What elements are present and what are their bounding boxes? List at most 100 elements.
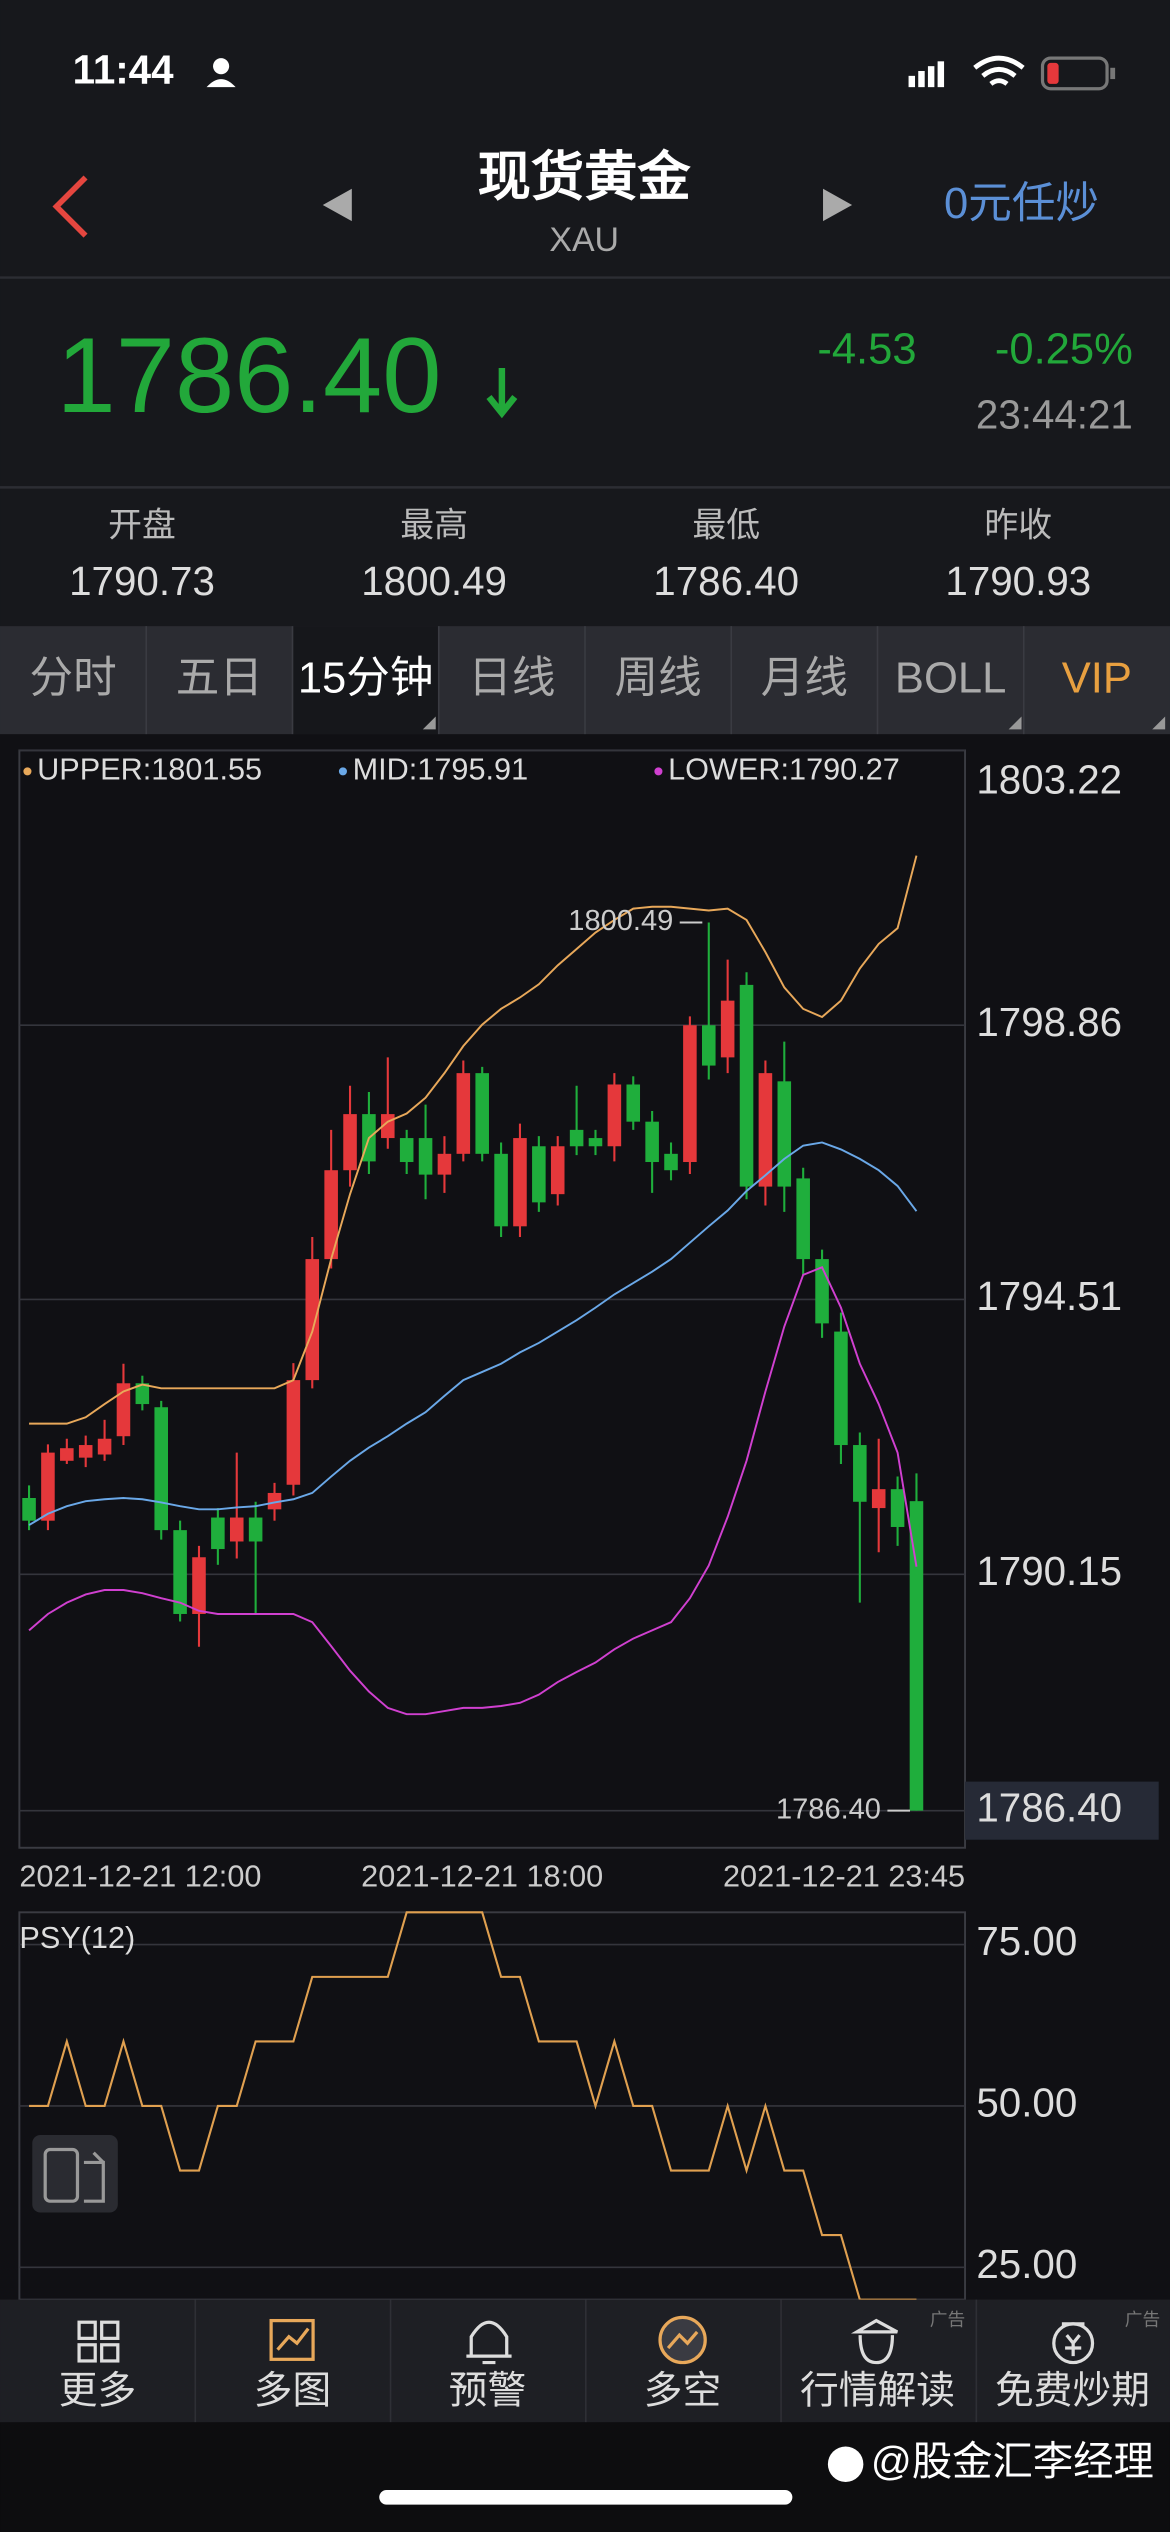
header-action[interactable]: 0元任炒 (944, 180, 1099, 228)
candle-body (229, 1517, 244, 1542)
psy-line (29, 1911, 917, 2301)
tab[interactable]: 15分钟 (298, 655, 434, 703)
battery-tip (1110, 67, 1116, 80)
tab[interactable]: 分时 (30, 655, 117, 703)
toolbar-badge: 广告 (930, 2309, 966, 2329)
candle-body (343, 1114, 357, 1171)
candle-body (569, 1129, 584, 1147)
y-tick-label: 1798.86 (976, 999, 1122, 1045)
stat-label: 开盘 (108, 507, 176, 545)
candle-body (399, 1138, 414, 1163)
candle-body (41, 1452, 55, 1521)
next-button[interactable] (823, 188, 853, 222)
stat-value: 1790.93 (945, 558, 1091, 604)
tab-menu-marker (1008, 716, 1022, 730)
toolbar-label: 多空 (644, 2369, 721, 2412)
price-change-pct: -0.25% (995, 325, 1133, 373)
x-tick-label: 2021-12-21 23:45 (723, 1860, 965, 1894)
tab-menu-marker (1152, 716, 1166, 730)
candle-body (494, 1153, 508, 1227)
candle-body (720, 1000, 735, 1058)
tab[interactable]: 周线 (615, 655, 702, 703)
candle-body (683, 1025, 697, 1163)
status-person-icon (206, 79, 236, 88)
tab[interactable]: 日线 (468, 655, 555, 703)
current-price-box (965, 1781, 1159, 1840)
annotation-label: 1800.49 (568, 905, 673, 937)
signal-icon (908, 61, 945, 88)
candle-body (173, 1530, 187, 1614)
candle-body (777, 1081, 792, 1187)
candle-body (418, 1138, 433, 1175)
candle-body (286, 1380, 301, 1485)
stat-value: 1786.40 (653, 558, 799, 604)
candle-body (853, 1445, 867, 1502)
tab[interactable]: BOLL (895, 655, 1006, 703)
tab[interactable]: VIP (1062, 655, 1132, 703)
toolbar-label: 预警 (449, 2369, 526, 2412)
candle-body (701, 1025, 716, 1066)
watermark: @股金汇李经理 (871, 2438, 1154, 2484)
stat-label: 最低 (692, 507, 760, 545)
candle-body (796, 1178, 810, 1260)
status-person-icon (213, 58, 230, 75)
candle-body (475, 1073, 489, 1154)
charts: 1803.22 1798.86 1794.51 1790.15 1786.40 2021-… (19, 749, 1159, 2301)
wifi-icon (973, 55, 1025, 86)
toolbar-label: 行情解读 (800, 2369, 955, 2412)
y-tick-label: 1790.15 (976, 1548, 1122, 1594)
candle-body (305, 1259, 320, 1381)
back-button[interactable] (52, 175, 88, 238)
candle-body (22, 1497, 36, 1521)
y-tick-label: 25.00 (976, 2241, 1077, 2287)
candle-body (909, 1501, 924, 1811)
battery-icon (1040, 56, 1109, 91)
tab-menu-marker (422, 716, 436, 730)
candle-body (78, 1445, 93, 1458)
y-tick-label: 1794.51 (976, 1273, 1122, 1319)
legend-dot (654, 767, 663, 776)
candle-body (154, 1407, 169, 1531)
candle-body (456, 1073, 471, 1154)
toolbar-badge: 广告 (1125, 2309, 1161, 2329)
prev-button[interactable] (322, 188, 352, 222)
y-tick-label: 50.00 (976, 2080, 1077, 2126)
legend-dot (23, 767, 32, 776)
candle-body (607, 1084, 622, 1147)
candle-body (60, 1448, 74, 1461)
toolbar-label: 免费炒期 (995, 2369, 1150, 2412)
annotation-label: 1786.40 (776, 1793, 881, 1825)
tab[interactable]: 五日 (176, 655, 263, 703)
toolbar-label: 多图 (254, 2369, 331, 2412)
band-line (29, 855, 918, 1425)
stats: 开盘 1790.73 最高 1800.49 最低 1786.40 昨收 1790.93 (69, 507, 1091, 604)
status-time: 11:44 (73, 46, 174, 92)
legend-label: LOWER:1790.27 (668, 752, 900, 786)
layout-toggle-icon (83, 2151, 105, 2203)
price-change: -4.53 (817, 325, 916, 373)
candle-body (192, 1557, 206, 1614)
toolbar-label: 更多 (59, 2369, 136, 2412)
legend-dot (338, 767, 347, 776)
candle-body (532, 1146, 546, 1203)
candle-body (437, 1153, 452, 1175)
candle-body (135, 1383, 150, 1405)
stat-value: 1800.49 (361, 558, 507, 604)
candle-body (834, 1331, 848, 1446)
quote-time: 23:44:21 (976, 392, 1133, 438)
tab-active-bg (292, 626, 439, 735)
candle-body (248, 1517, 263, 1542)
watermark-logo (827, 2446, 864, 2482)
candle-body (739, 984, 754, 1187)
candle-body (871, 1489, 886, 1509)
tab[interactable]: 月线 (761, 655, 848, 703)
battery-level (1047, 62, 1059, 84)
band-line (28, 1266, 918, 1716)
x-tick-label: 2021-12-21 18:00 (361, 1860, 603, 1894)
last-price: 1786.40 (56, 316, 441, 435)
header-subtitle: XAU (549, 221, 619, 259)
footer (0, 2422, 1170, 2532)
candle-body (513, 1138, 527, 1227)
